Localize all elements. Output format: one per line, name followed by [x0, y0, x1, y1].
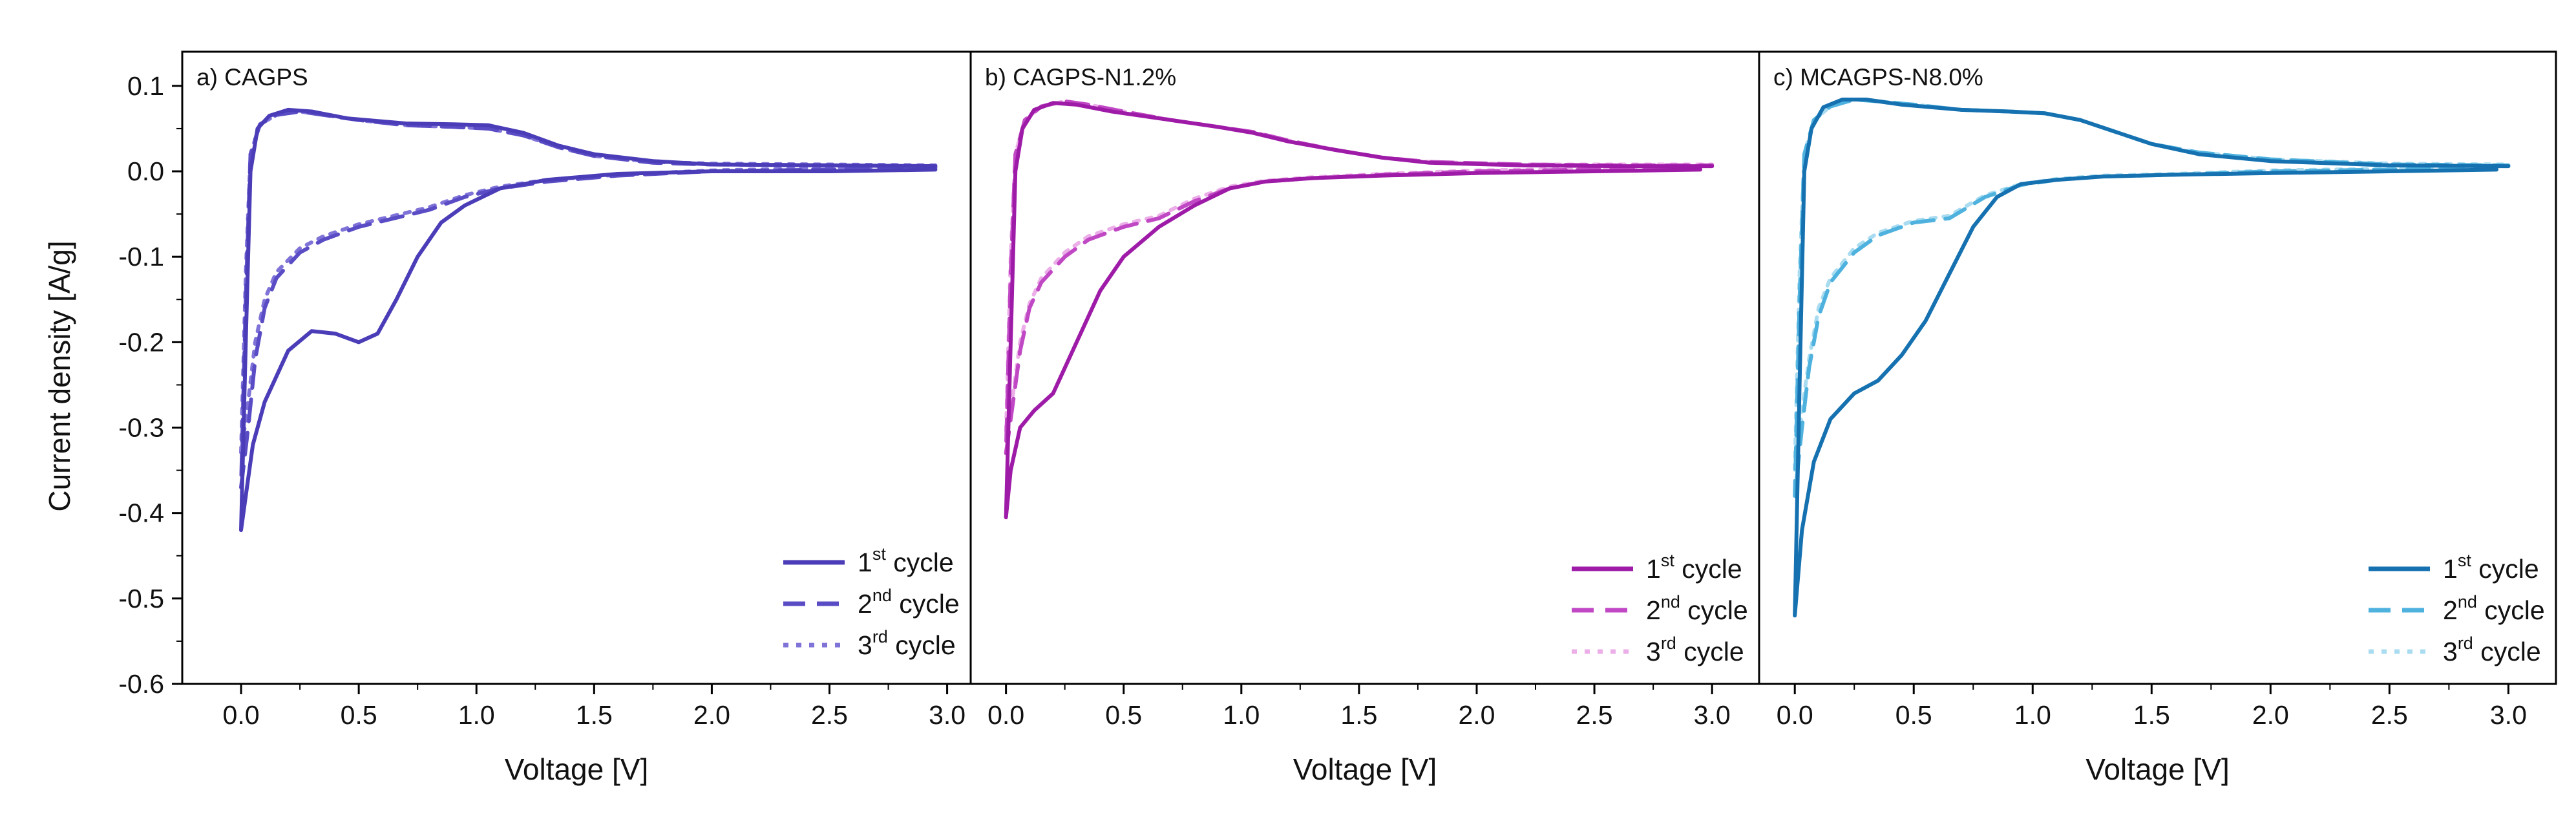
legend-superscript: st	[2458, 551, 2472, 570]
legend-label: cycle	[892, 589, 960, 619]
legend-superscript: rd	[872, 627, 888, 646]
legend-label: cycle	[1676, 637, 1744, 666]
x-tick-label: 1.0	[458, 700, 495, 730]
x-tick-label: 1.5	[1340, 700, 1377, 730]
legend-number: 1	[2443, 554, 2458, 584]
y-tick-label: -0.3	[118, 413, 164, 443]
x-tick-label: 0.0	[987, 700, 1024, 730]
legend-superscript: nd	[2458, 592, 2477, 612]
x-tick-label: 0.0	[223, 700, 260, 730]
legend-number: 3	[858, 630, 872, 660]
legend-entry: 2nd cycle	[858, 586, 960, 619]
legend-number: 3	[1646, 637, 1661, 666]
legend-label: cycle	[888, 630, 956, 660]
legend-label: cycle	[2473, 637, 2541, 666]
y-tick-label: -0.4	[118, 498, 164, 528]
legend-superscript: nd	[1661, 592, 1680, 612]
y-tick-label: -0.5	[118, 584, 164, 613]
x-tick-label: 2.0	[1458, 700, 1495, 730]
panel-title: c) MCAGPS-N8.0%	[1773, 64, 1983, 90]
x-tick-label: 0.5	[1105, 700, 1142, 730]
legend-superscript: rd	[1661, 633, 1676, 653]
y-tick-label: -0.2	[118, 327, 164, 357]
legend-label: cycle	[1680, 595, 1748, 625]
x-tick-label: 0.5	[341, 700, 377, 730]
plot-frame	[1758, 50, 2557, 685]
panel-2: 0.0 0.5 1.0 1.5 2.0 2.5 3.0 Voltage [V] b) CAGPS…	[969, 50, 1760, 786]
x-tick-label: 2.5	[2371, 700, 2408, 730]
x-axis-title: Voltage [V]	[2085, 752, 2230, 786]
x-tick-label: 2.0	[2252, 700, 2289, 730]
legend-superscript: nd	[872, 586, 892, 605]
y-tick-label: -0.1	[118, 242, 164, 271]
x-tick-label: 3.0	[1694, 700, 1731, 730]
x-tick-label: 1.5	[576, 700, 613, 730]
legend-number: 2	[1646, 595, 1661, 625]
legend-number: 2	[2443, 595, 2458, 625]
x-tick-label: 3.0	[2490, 700, 2527, 730]
panel-3: 0.0 0.5 1.0 1.5 2.0 2.5 3.0 Voltage [V] c) MCAGP…	[1758, 50, 2557, 786]
legend-number: 3	[2443, 637, 2458, 666]
y-tick-label: -0.6	[118, 669, 164, 699]
legend-number: 1	[1646, 554, 1661, 584]
legend-superscript: st	[1661, 551, 1675, 570]
x-tick-label: 1.0	[2014, 700, 2051, 730]
legend-entry: 3rd cycle	[1646, 633, 1744, 666]
y-tick-label: 0.1	[127, 71, 164, 101]
legend-superscript: rd	[2458, 633, 2473, 653]
legend-entry: 3rd cycle	[2443, 633, 2541, 666]
x-tick-label: 1.0	[1223, 700, 1260, 730]
x-tick-label: 3.0	[929, 700, 966, 730]
legend-label: cycle	[1674, 554, 1742, 584]
legend-entry: 1st cycle	[2443, 551, 2539, 584]
x-axis-title: Voltage [V]	[505, 752, 649, 786]
legend-entry: 2nd cycle	[1646, 592, 1748, 625]
panel-title: b) CAGPS-N1.2%	[985, 64, 1176, 90]
x-tick-label: 1.5	[2133, 700, 2170, 730]
legend-superscript: st	[872, 544, 887, 564]
series-line-1-cycle	[239, 107, 938, 533]
x-tick-label: 0.5	[1895, 700, 1932, 730]
panel-1: 0.0 0.5 1.0 1.5 2.0 2.5 3.0 Voltage [V] 0.1 0.0 -0…	[118, 50, 972, 786]
x-tick-label: 2.5	[1576, 700, 1613, 730]
legend-label: cycle	[2471, 554, 2539, 584]
y-tick-label: 0.0	[127, 156, 164, 186]
x-tick-label: 0.0	[1777, 700, 1813, 730]
series-line-1-cycle	[1004, 101, 1715, 520]
series-line-1-cycle	[1793, 98, 2511, 618]
legend-entry: 3rd cycle	[858, 627, 956, 660]
legend-entry: 1st cycle	[1646, 551, 1742, 584]
y-axis-title: Current density [A/g]	[43, 240, 76, 511]
legend-number: 2	[858, 589, 872, 619]
legend-label: cycle	[2477, 595, 2545, 625]
x-tick-label: 2.5	[811, 700, 848, 730]
legend-entry: 2nd cycle	[2443, 592, 2545, 625]
panel-title: a) CAGPS	[196, 64, 308, 90]
legend-label: cycle	[886, 548, 954, 577]
x-tick-label: 2.0	[693, 700, 730, 730]
x-axis-title: Voltage [V]	[1293, 752, 1437, 786]
legend-number: 1	[858, 548, 872, 577]
legend-entry: 1st cycle	[858, 544, 954, 577]
